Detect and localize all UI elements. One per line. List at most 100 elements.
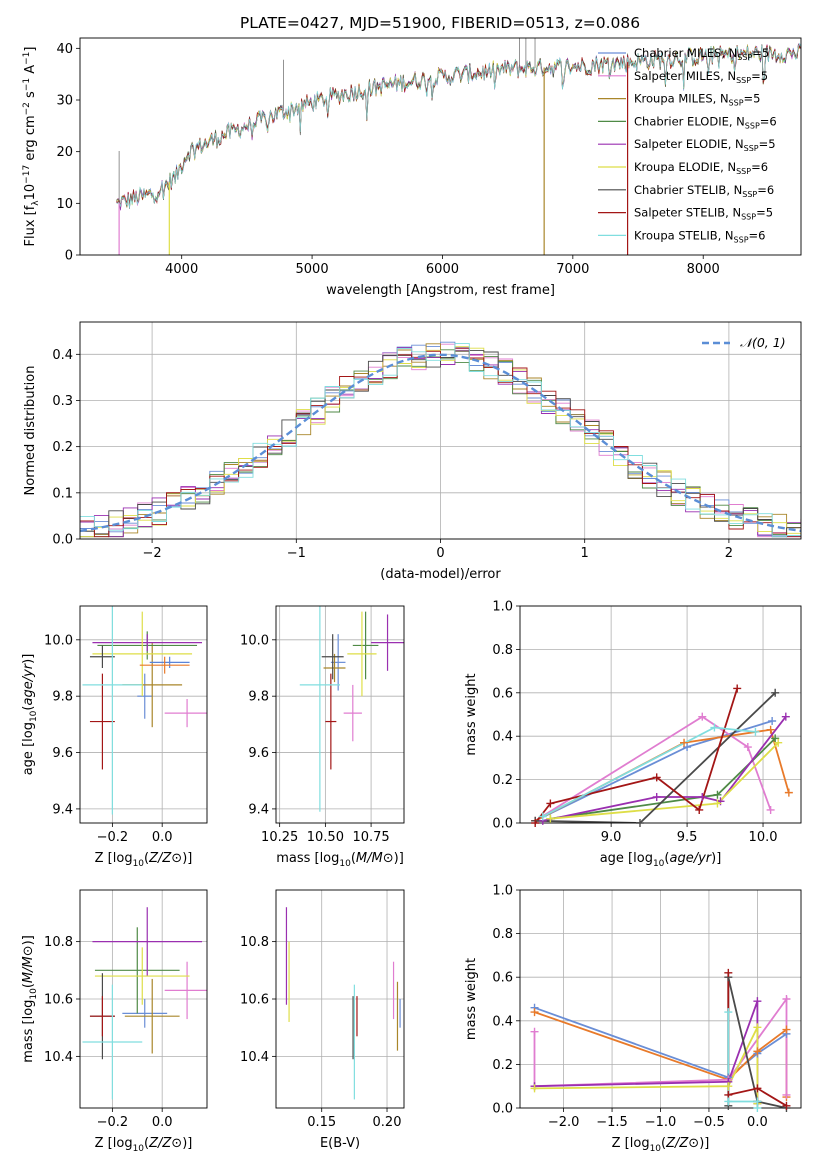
point-marker (724, 968, 733, 977)
x-axis-label: Z [log10(Z/Z⊙)] (95, 1136, 193, 1154)
label-part: M/M⊙ (21, 945, 36, 983)
label-part: erg cm (23, 115, 38, 164)
label-part: λ (31, 200, 41, 206)
tick-label-y: 0.4 (52, 348, 73, 363)
axes-frame (275, 889, 405, 1109)
label-part: )] (21, 654, 36, 664)
legend-label-text: Salpeter MILES, N (634, 69, 736, 83)
label-part: Z/Z⊙ (665, 1136, 699, 1151)
legend-label-text: Salpeter ELODIE, N (634, 137, 744, 151)
point-marker (680, 738, 689, 747)
point-marker (713, 799, 722, 808)
x-axis-label: E(B-V) (320, 1136, 360, 1151)
tick-label-y: 10.0 (240, 633, 269, 648)
label-part: −2 (22, 102, 32, 115)
label-part: ( (21, 983, 36, 988)
point-marker (724, 1082, 733, 1091)
legend-label-suffix: =6 (751, 160, 768, 174)
label-subscript: 10 (339, 859, 351, 869)
point-marker (546, 814, 555, 823)
point-marker (652, 792, 661, 801)
point-marker (774, 738, 783, 747)
point-marker (652, 773, 661, 782)
tick-label-x: 8000 (687, 262, 720, 277)
plot-area (299, 606, 404, 812)
legend-label: Salpeter ELODIE, NSSP=5 (634, 137, 776, 153)
tick-label-y: 0.3 (52, 394, 73, 409)
tick-label-x: 0.0 (747, 1115, 768, 1130)
tick-label-y: 10 (56, 197, 73, 212)
tick-label-x: 0.0 (152, 830, 173, 845)
histogram-chabrier-elodie (80, 349, 801, 538)
tick-label-y: 1.0 (492, 884, 513, 899)
label-part: Flux [f (23, 205, 38, 246)
point-marker (766, 805, 775, 814)
legend-label-text: Chabrier STELIB, N (634, 183, 742, 197)
tick-label-y: 0.8 (492, 643, 513, 658)
tick-label-y: 10.8 (240, 935, 269, 950)
label-part: Z/Z⊙ (148, 1136, 182, 1151)
label-part: ( (144, 851, 149, 866)
legend-label-text: Kroupa STELIB, N (634, 228, 734, 242)
point-marker (713, 790, 722, 799)
legend-label-subscript: SSP (742, 190, 757, 199)
spectrum-kroupa-stelib (116, 42, 801, 209)
tick-label-x: 0 (436, 546, 444, 561)
x-axis-label: (data-model)/error (380, 567, 501, 582)
legend-label: Kroupa MILES, NSSP=5 (634, 92, 760, 108)
point-marker (751, 727, 760, 736)
axes-frame (519, 889, 802, 1109)
tick-label-x: 6000 (426, 262, 459, 277)
tick-label-x: −2 (143, 546, 162, 561)
label-part: )] (711, 851, 721, 866)
tick-label-x: 4000 (165, 262, 198, 277)
label-part: A (23, 65, 38, 78)
tick-label-y: 9.4 (248, 802, 269, 817)
label-part: mass [log (21, 1000, 36, 1063)
point-marker (782, 1090, 791, 1099)
tick-label-x: 9.0 (601, 830, 622, 845)
tick-label-y: 0.4 (492, 730, 513, 745)
point-marker (724, 1008, 733, 1017)
y-axis-label: mass [log10(M/M⊙)] (21, 935, 39, 1063)
tick-label-x: 5000 (296, 262, 329, 277)
label-part: )] (21, 935, 36, 945)
tick-label-x: −1 (287, 546, 306, 561)
legend-label-text: Kroupa MILES, N (634, 92, 729, 106)
label-part: ( (664, 851, 669, 866)
tick-label-y: 0.2 (492, 773, 513, 788)
point-marker (771, 688, 780, 697)
point-marker (698, 712, 707, 721)
label-part: ( (21, 706, 36, 711)
legend-label: Kroupa STELIB, NSSP=6 (634, 228, 765, 244)
point-marker (743, 743, 752, 752)
point-marker (768, 717, 777, 726)
y-axis-label: mass weight (464, 673, 479, 755)
series-kroupa-elodie (534, 1026, 759, 1104)
label-part: −17 (22, 165, 32, 184)
label-part: )] (182, 851, 192, 866)
tick-label-y: 0.2 (492, 1058, 513, 1073)
point-marker (724, 1097, 733, 1106)
tick-label-y: 9.4 (52, 802, 73, 817)
x-axis-label: Z [log10(Z/Z⊙)] (612, 1136, 710, 1154)
legend-label-suffix: =5 (751, 69, 768, 83)
normal-curve (80, 353, 801, 533)
tick-label-y: 10.4 (44, 1050, 73, 1065)
legend-label-text: Chabrier ELODIE, N (634, 114, 745, 128)
legend-label-subscript: SSP (736, 76, 751, 85)
label-subscript: 10 (29, 988, 39, 1000)
y-axis-label: mass weight (464, 958, 479, 1040)
axes-frame (275, 605, 405, 824)
label-part: mass [log (276, 851, 339, 866)
x-axis-label: mass [log10(M/M⊙)] (276, 851, 404, 869)
label-part: age [log (21, 722, 36, 775)
tick-label-y: 0.6 (492, 686, 513, 701)
tick-label-y: 0.6 (492, 971, 513, 986)
y-axis-label: age [log10(age/yr)] (21, 654, 39, 776)
point-marker (530, 1008, 539, 1017)
label-part: M/M⊙ (356, 851, 394, 866)
tick-label-x: 0.15 (307, 1115, 336, 1130)
